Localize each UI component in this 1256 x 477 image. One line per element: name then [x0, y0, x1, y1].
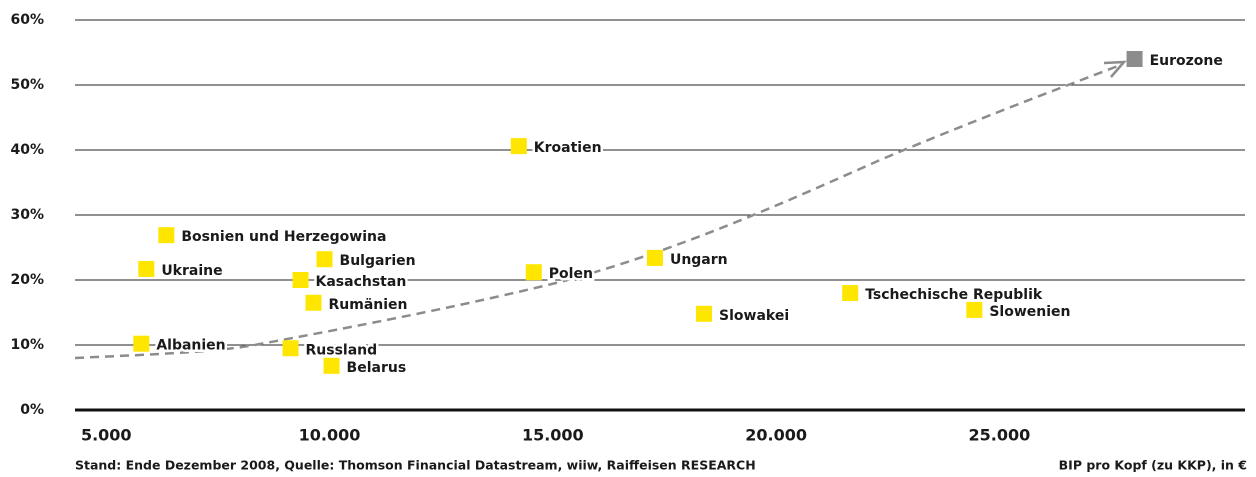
y-tick-label: 20% — [10, 272, 44, 288]
point — [133, 335, 150, 352]
source-note: Stand: Ende Dezember 2008, Quelle: Thoms… — [75, 458, 756, 473]
point-label: Kasachstan — [316, 274, 407, 290]
x-axis-label: BIP pro Kopf (zu KKP), in € — [1059, 458, 1247, 473]
arrow-head — [1103, 60, 1127, 78]
point — [646, 249, 663, 266]
point — [966, 301, 983, 318]
y-tick-label: 30% — [10, 207, 44, 223]
point — [282, 340, 299, 357]
point — [292, 272, 309, 288]
point-label: Ungarn — [670, 252, 728, 268]
point-label: Belarus — [347, 360, 407, 376]
point-label: Polen — [549, 266, 593, 282]
y-tick-label: 0% — [20, 402, 44, 418]
x-tick-label: 5.000 — [81, 426, 132, 445]
x-tick-label: 15.000 — [522, 426, 584, 445]
point — [696, 305, 713, 322]
point-label: Russland — [306, 342, 378, 358]
point — [305, 294, 322, 311]
point-label: Kroatien — [534, 140, 602, 156]
x-tick-label: 20.000 — [745, 426, 807, 445]
point — [158, 227, 175, 244]
point-label: Tschechische Republik — [865, 287, 1043, 303]
point-label: Bosnien und Herzegowina — [181, 229, 386, 245]
point — [842, 285, 859, 301]
point — [1126, 51, 1143, 67]
y-tick-label: 10% — [10, 337, 44, 353]
point — [316, 251, 333, 268]
point-label: Albanien — [156, 338, 225, 354]
point-label: Rumänien — [329, 297, 408, 313]
point-label: Slowakei — [719, 308, 789, 324]
point — [138, 260, 155, 277]
point — [323, 357, 340, 374]
y-tick-label: 40% — [10, 142, 44, 158]
point-label: Ukraine — [161, 263, 222, 279]
x-tick-label: 25.000 — [969, 426, 1031, 445]
y-tick-label: 60% — [10, 12, 44, 28]
point — [525, 264, 542, 281]
trend-arrow — [74, 64, 1119, 360]
point-label: Bulgarien — [340, 253, 416, 269]
x-tick-label: 10.000 — [299, 426, 361, 445]
point — [510, 138, 527, 155]
y-tick-label: 50% — [10, 77, 44, 93]
point-label: Eurozone — [1150, 53, 1223, 69]
point-label: Slowenien — [989, 304, 1070, 320]
